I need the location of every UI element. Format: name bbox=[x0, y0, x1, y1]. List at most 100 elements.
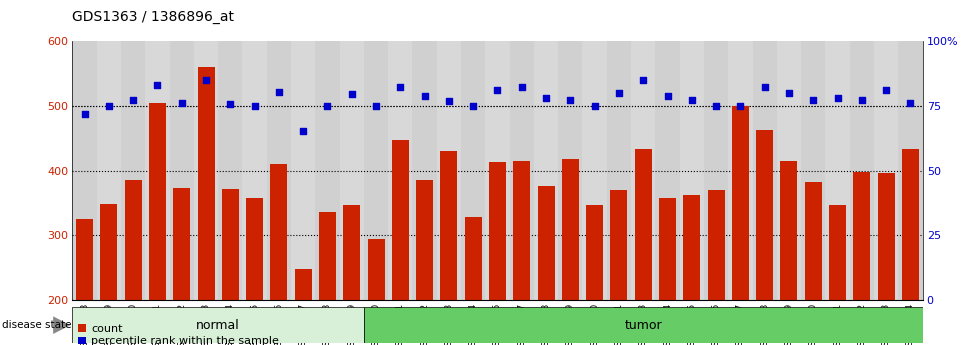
Bar bbox=[440, 151, 458, 300]
Point bbox=[198, 77, 213, 83]
Bar bbox=[416, 180, 433, 300]
Point bbox=[77, 111, 93, 117]
Point bbox=[320, 104, 335, 109]
Bar bbox=[874, 41, 898, 300]
Bar bbox=[829, 205, 846, 300]
Bar bbox=[631, 41, 655, 300]
Bar bbox=[72, 307, 364, 343]
Bar bbox=[76, 219, 93, 300]
Bar bbox=[367, 239, 384, 300]
Point bbox=[417, 93, 433, 99]
Polygon shape bbox=[53, 316, 71, 334]
Bar bbox=[537, 186, 554, 300]
Bar bbox=[319, 211, 336, 300]
Text: tumor: tumor bbox=[624, 319, 662, 332]
Bar bbox=[635, 149, 652, 300]
Bar bbox=[267, 41, 291, 300]
Bar bbox=[222, 189, 239, 300]
Bar bbox=[465, 217, 482, 300]
Bar bbox=[315, 41, 340, 300]
Point bbox=[441, 98, 457, 104]
Bar bbox=[392, 140, 409, 300]
Point bbox=[611, 90, 627, 96]
Bar bbox=[801, 41, 825, 300]
Bar bbox=[388, 41, 412, 300]
Bar bbox=[461, 41, 485, 300]
Point bbox=[854, 97, 869, 102]
Bar bbox=[680, 41, 704, 300]
Point bbox=[587, 104, 603, 109]
Bar bbox=[781, 161, 798, 300]
Point bbox=[466, 104, 481, 109]
Bar bbox=[805, 182, 822, 300]
Point bbox=[174, 100, 189, 106]
Bar bbox=[291, 41, 315, 300]
Bar bbox=[145, 41, 170, 300]
Bar bbox=[853, 172, 870, 300]
Bar bbox=[510, 41, 534, 300]
Bar bbox=[364, 41, 388, 300]
Bar bbox=[270, 164, 288, 300]
Bar bbox=[218, 41, 242, 300]
Bar bbox=[902, 149, 919, 300]
Bar bbox=[343, 205, 360, 300]
Bar bbox=[877, 173, 895, 300]
Point bbox=[902, 100, 918, 106]
Point bbox=[830, 95, 845, 100]
Bar bbox=[898, 41, 923, 300]
Point bbox=[490, 87, 505, 93]
Bar bbox=[659, 198, 676, 300]
Bar bbox=[732, 106, 749, 300]
Bar bbox=[97, 41, 121, 300]
Bar bbox=[121, 41, 145, 300]
Bar bbox=[489, 162, 506, 300]
Bar bbox=[655, 41, 680, 300]
Bar bbox=[340, 41, 364, 300]
Point bbox=[271, 89, 287, 95]
Point bbox=[514, 84, 529, 89]
Bar bbox=[611, 190, 628, 300]
Bar bbox=[485, 41, 510, 300]
Point bbox=[296, 128, 311, 134]
Bar bbox=[728, 41, 753, 300]
Bar bbox=[850, 41, 874, 300]
Point bbox=[368, 104, 384, 109]
Point bbox=[684, 97, 699, 102]
Point bbox=[126, 97, 141, 102]
Bar bbox=[756, 130, 773, 300]
Legend: count, percentile rank within the sample: count, percentile rank within the sample bbox=[78, 324, 279, 345]
Point bbox=[878, 87, 894, 93]
Bar bbox=[364, 307, 923, 343]
Point bbox=[344, 92, 359, 97]
Point bbox=[392, 84, 408, 89]
Text: normal: normal bbox=[196, 319, 241, 332]
Bar bbox=[582, 41, 607, 300]
Point bbox=[660, 93, 675, 99]
Bar bbox=[437, 41, 461, 300]
Point bbox=[708, 104, 724, 109]
Point bbox=[101, 104, 117, 109]
Bar bbox=[777, 41, 801, 300]
Bar bbox=[707, 190, 724, 300]
Point bbox=[732, 104, 748, 109]
Bar bbox=[704, 41, 728, 300]
Bar bbox=[194, 41, 218, 300]
Bar bbox=[170, 41, 194, 300]
Bar bbox=[197, 67, 214, 300]
Bar bbox=[246, 198, 263, 300]
Bar bbox=[586, 205, 603, 300]
Text: disease state: disease state bbox=[2, 320, 71, 330]
Point bbox=[781, 90, 797, 96]
Point bbox=[222, 101, 238, 107]
Bar bbox=[72, 41, 97, 300]
Bar bbox=[825, 41, 850, 300]
Bar bbox=[149, 103, 166, 300]
Bar bbox=[125, 180, 142, 300]
Bar bbox=[100, 204, 118, 300]
Point bbox=[150, 82, 165, 88]
Bar bbox=[534, 41, 558, 300]
Bar bbox=[513, 161, 530, 300]
Bar bbox=[173, 188, 190, 300]
Point bbox=[757, 84, 773, 89]
Bar bbox=[753, 41, 777, 300]
